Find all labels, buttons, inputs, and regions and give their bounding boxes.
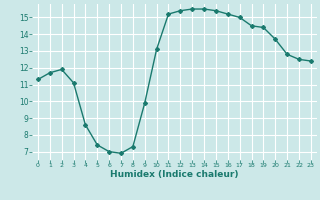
- X-axis label: Humidex (Indice chaleur): Humidex (Indice chaleur): [110, 170, 239, 179]
